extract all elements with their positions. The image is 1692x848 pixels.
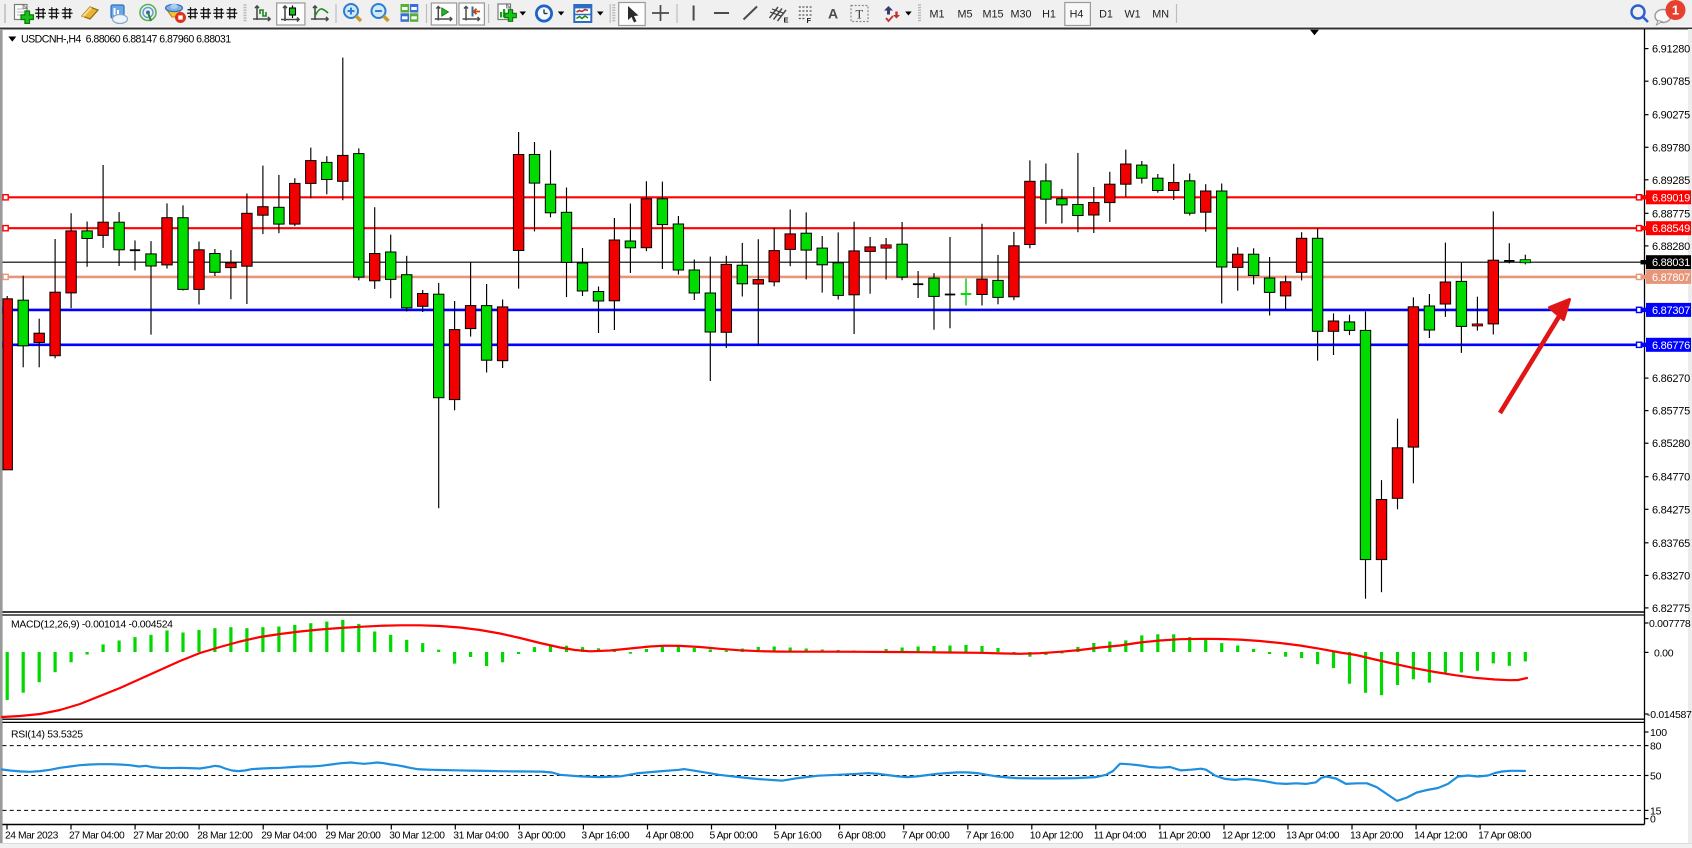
svg-text:0.007778: 0.007778 [1649,618,1691,630]
svg-text:24 Mar 2023: 24 Mar 2023 [5,831,59,842]
svg-text:6.86776: 6.86776 [1652,340,1690,352]
svg-text:14 Apr 12:00: 14 Apr 12:00 [1414,831,1468,842]
svg-text:A: A [828,6,838,22]
svg-text:6.89019: 6.89019 [1652,192,1690,204]
svg-text:6 Apr 08:00: 6 Apr 08:00 [838,831,886,842]
svg-text:M15: M15 [982,8,1003,20]
svg-text:11 Apr 20:00: 11 Apr 20:00 [1158,831,1211,842]
svg-text:6.88549: 6.88549 [1652,223,1690,235]
svg-text:H4: H4 [1070,8,1084,20]
svg-text:31 Mar 04:00: 31 Mar 04:00 [453,831,509,842]
svg-text:13 Apr 04:00: 13 Apr 04:00 [1286,831,1340,842]
svg-text:6.91280: 6.91280 [1652,44,1690,56]
svg-text:1: 1 [1672,3,1679,18]
svg-text:6.84770: 6.84770 [1652,472,1690,484]
svg-text:6.83765: 6.83765 [1652,538,1690,550]
svg-text:M5: M5 [958,8,973,20]
svg-text:RSI(14) 53.5325: RSI(14) 53.5325 [11,730,83,741]
svg-text:6.85280: 6.85280 [1652,438,1690,450]
svg-text:W1: W1 [1124,8,1140,20]
svg-text:6.89780: 6.89780 [1652,142,1690,154]
svg-text:T: T [856,8,864,22]
svg-text:6.90785: 6.90785 [1652,76,1690,88]
svg-text:6.84275: 6.84275 [1652,504,1690,516]
svg-text:D1: D1 [1099,8,1113,20]
svg-text:6.89285: 6.89285 [1652,175,1690,187]
svg-text:0.00: 0.00 [1654,647,1674,659]
svg-text:3 Apr 16:00: 3 Apr 16:00 [581,831,629,842]
svg-text:30 Mar 12:00: 30 Mar 12:00 [389,831,445,842]
svg-text:6.87307: 6.87307 [1652,305,1690,317]
svg-text:11 Apr 04:00: 11 Apr 04:00 [1094,831,1147,842]
svg-text:5 Apr 00:00: 5 Apr 00:00 [710,831,758,842]
svg-text:7 Apr 00:00: 7 Apr 00:00 [902,831,950,842]
svg-text:29 Mar 20:00: 29 Mar 20:00 [325,831,381,842]
svg-text:M1: M1 [930,8,945,20]
svg-text:6.90275: 6.90275 [1652,110,1690,122]
svg-text:13 Apr 20:00: 13 Apr 20:00 [1350,831,1404,842]
svg-text:6.86270: 6.86270 [1652,373,1690,385]
svg-text:80: 80 [1650,741,1662,753]
svg-text:27 Mar 20:00: 27 Mar 20:00 [133,831,189,842]
svg-text:3 Apr 00:00: 3 Apr 00:00 [517,831,565,842]
svg-text:MN: MN [1152,8,1169,20]
svg-text:6.82775: 6.82775 [1652,603,1690,615]
svg-text:5 Apr 16:00: 5 Apr 16:00 [774,831,822,842]
svg-text:29 Mar 04:00: 29 Mar 04:00 [261,831,317,842]
svg-text:100: 100 [1650,727,1667,739]
svg-text:7 Apr 16:00: 7 Apr 16:00 [966,831,1014,842]
svg-text:10 Apr 12:00: 10 Apr 12:00 [1030,831,1084,842]
svg-text:6.85775: 6.85775 [1652,406,1690,418]
svg-text:6.87807: 6.87807 [1652,272,1690,284]
svg-text:6.88280: 6.88280 [1652,241,1690,253]
svg-text:E: E [784,16,789,25]
svg-text:50: 50 [1650,771,1662,783]
svg-text:4 Apr 08:00: 4 Apr 08:00 [646,831,694,842]
svg-text:MACD(12,26,9) -0.001014 -0.004: MACD(12,26,9) -0.001014 -0.004524 [11,620,173,631]
svg-text:12 Apr 12:00: 12 Apr 12:00 [1222,831,1276,842]
svg-text:15: 15 [1650,805,1662,817]
svg-text:H1: H1 [1042,8,1056,20]
svg-text:USDCNH-,H4 6.88060 6.88147 6.: USDCNH-,H4 6.88060 6.88147 6.87960 6.880… [21,33,231,45]
svg-text:F: F [807,16,812,25]
svg-text:6.88031: 6.88031 [1652,257,1690,269]
svg-text:6.88775: 6.88775 [1652,208,1690,220]
svg-text:0: 0 [1650,814,1656,826]
svg-text:-0.014587: -0.014587 [1647,709,1692,721]
svg-text:17 Apr 08:00: 17 Apr 08:00 [1478,831,1532,842]
svg-text:M30: M30 [1010,8,1031,20]
svg-text:6.83270: 6.83270 [1652,570,1690,582]
svg-text:28 Mar 12:00: 28 Mar 12:00 [197,831,253,842]
svg-text:27 Mar 04:00: 27 Mar 04:00 [69,831,125,842]
